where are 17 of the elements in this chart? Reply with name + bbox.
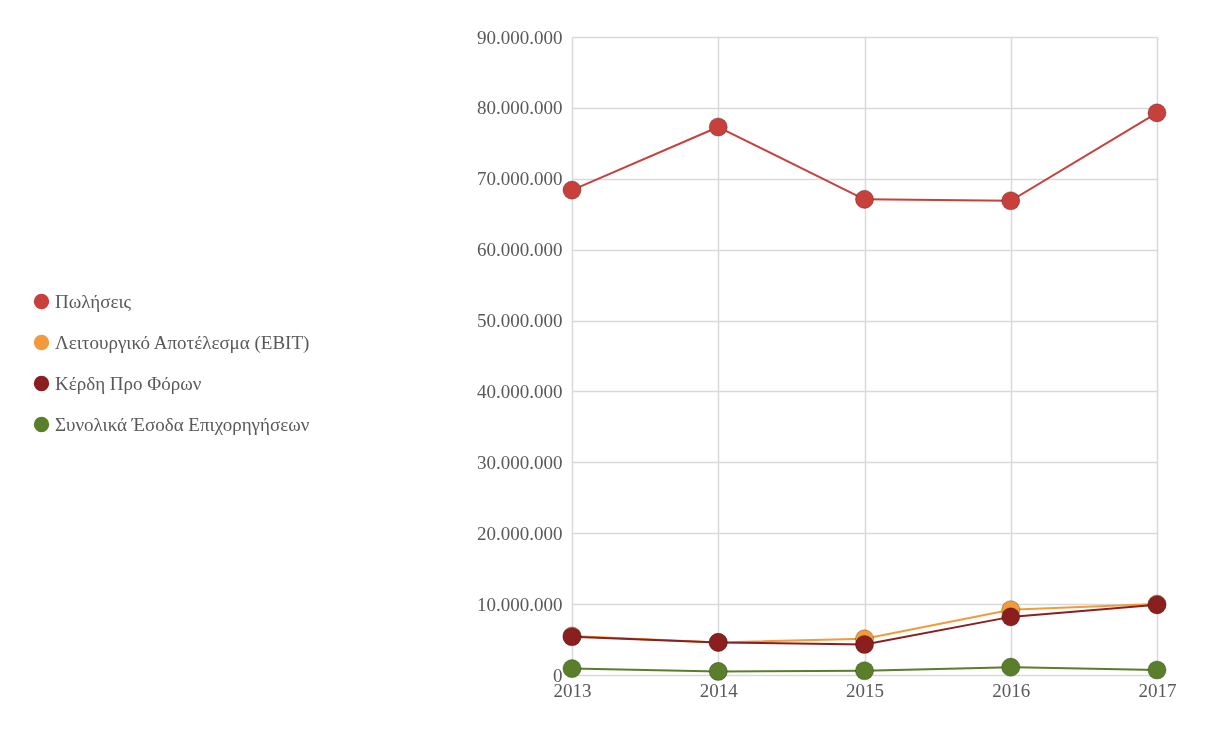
y-tick-label: 30.000.000 [477, 451, 563, 473]
y-tick-label: 20.000.000 [477, 522, 563, 544]
x-tick-label: 2014 [699, 679, 739, 701]
legend-label: Συνολικά Έσοδα Επιχορηγήσεων [55, 413, 310, 435]
y-tick-label: 50.000.000 [477, 310, 563, 332]
legend-label: Πωλήσεις [55, 290, 132, 312]
y-tick-label: 40.000.000 [477, 380, 563, 402]
y-tick-label: 90.000.000 [477, 26, 563, 48]
x-tick-label: 2016 [992, 679, 1031, 701]
legend-label: Κέρδη Προ Φόρων [55, 372, 202, 394]
x-tick-label: 2015 [846, 679, 884, 701]
y-tick-label: 60.000.000 [477, 239, 563, 261]
y-tick-label: 10.000.000 [477, 593, 563, 615]
y-tick-label: 80.000.000 [477, 97, 563, 119]
x-tick-label: 2017 [1138, 679, 1177, 701]
y-tick-label: 70.000.000 [477, 168, 563, 190]
legend-label: Λειτουργικό Αποτέλεσμα (EBIT) [55, 331, 310, 354]
